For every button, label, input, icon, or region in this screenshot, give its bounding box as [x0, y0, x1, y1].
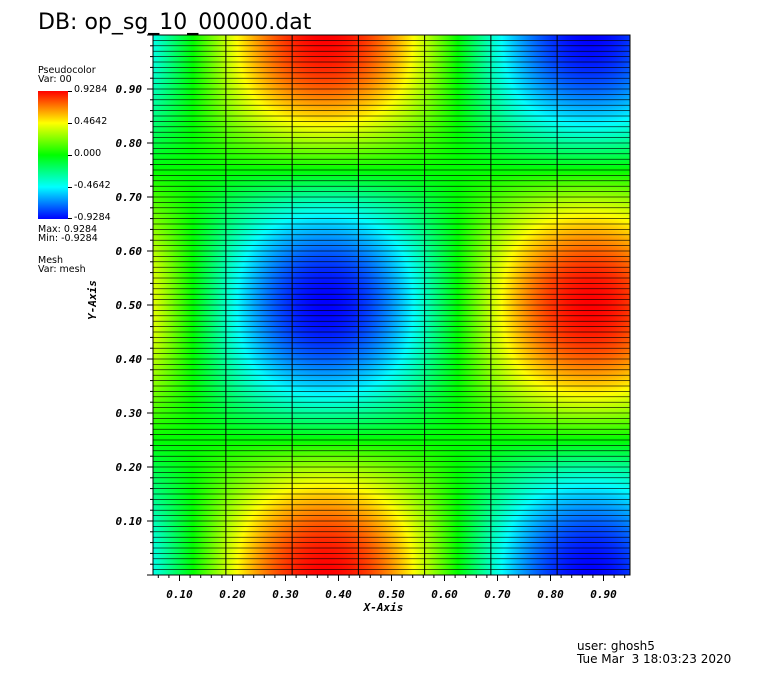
- x-tick-label: 0.70: [484, 588, 511, 601]
- colorbar: [38, 91, 68, 219]
- colorbar-tick: [68, 91, 72, 92]
- x-tick-label: 0.30: [272, 588, 299, 601]
- y-tick-label: 0.90: [116, 83, 143, 96]
- y-tick-label: 0.80: [116, 137, 143, 150]
- legend-min: Min: -0.9284: [38, 233, 98, 244]
- footer-info: user: ghosh5 Tue Mar 3 18:03:23 2020: [577, 640, 731, 666]
- x-tick-label: 0.40: [325, 588, 352, 601]
- colorbar-tick: [68, 155, 72, 156]
- footer-date: Tue Mar 3 18:03:23 2020: [577, 652, 732, 666]
- colorbar-label: -0.4642: [74, 180, 111, 191]
- mesh-lines: [153, 35, 630, 575]
- plot-title: DB: op_sg_10_00000.dat: [38, 10, 312, 35]
- y-axis: 0.10 0.20 0.30 0.40 0.50 0.60 0.70 0.80 0.90: [116, 34, 153, 576]
- x-tick-label: 0.20: [219, 588, 246, 601]
- y-tick-label: 0.20: [116, 461, 143, 474]
- x-tick-label: 0.80: [537, 588, 564, 601]
- legend-mesh-name: Mesh: [38, 255, 64, 266]
- colorbar-label: -0.9284: [74, 212, 111, 223]
- legend-mesh-var: Var: mesh: [38, 264, 86, 275]
- y-axis-title: Y-Axis: [86, 280, 99, 320]
- x-tick-label: 0.10: [166, 588, 193, 601]
- colorbar-label: 0.9284: [74, 84, 108, 95]
- y-tick-label: 0.30: [116, 407, 143, 420]
- footer-user: user: ghosh5: [577, 639, 655, 653]
- legend-max: Max: 0.9284: [38, 224, 98, 235]
- y-tick-label: 0.70: [116, 191, 143, 204]
- y-tick-label: 0.50: [116, 299, 143, 312]
- colorbar-tick: [68, 218, 72, 219]
- y-tick-label: 0.10: [116, 515, 143, 528]
- y-tick-label: 0.60: [116, 245, 143, 258]
- x-axis: 0.10 0.20 0.30 0.40 0.50 0.60 0.70 0.80 0.90: [157, 575, 626, 601]
- x-tick-label: 0.60: [431, 588, 458, 601]
- colorbar-label: 0.000: [74, 148, 102, 159]
- legend-plot-name: Pseudocolor: [38, 65, 96, 76]
- colorbar-label: 0.4642: [74, 116, 108, 127]
- y-tick-label: 0.40: [116, 353, 143, 366]
- colorbar-tick: [68, 187, 72, 188]
- x-tick-label: 0.50: [378, 588, 405, 601]
- colorbar-tick: [68, 123, 72, 124]
- x-tick-label: 0.90: [590, 588, 617, 601]
- legend-var-label: Var: 00: [38, 74, 72, 85]
- x-axis-title: X-Axis: [363, 601, 404, 614]
